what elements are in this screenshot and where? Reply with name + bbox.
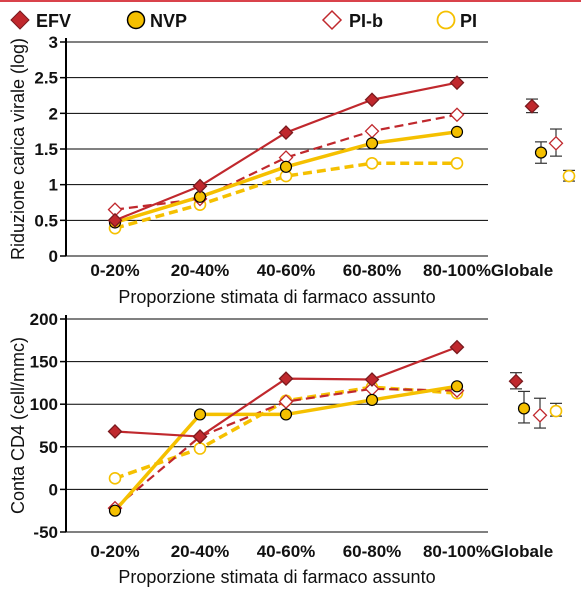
y-axis-title: Riduzione carica virale (log)	[8, 38, 28, 260]
y-tick-label: 50	[39, 438, 58, 457]
x-tick-label: 40-60%	[257, 261, 316, 280]
legend-item-pib: PI-b	[321, 9, 383, 31]
data-point-nvp	[365, 393, 379, 407]
y-tick-label: 0	[49, 247, 58, 266]
legend-label-efv: EFV	[36, 11, 71, 31]
data-point-efv	[364, 92, 380, 108]
chart-viral-load: 0 0.5 1 1.5 2 2.5 3 Riduzione carica virale (lo…	[8, 33, 576, 307]
series-line-efv	[114, 346, 458, 438]
data-point-pi-b	[449, 107, 465, 123]
legend-item-pi: PI	[436, 10, 477, 31]
data-point-efv	[449, 75, 465, 91]
legend-marker-efv	[10, 10, 30, 30]
series-line-pi	[114, 161, 457, 230]
data-point-pi	[450, 156, 464, 170]
x-tick-label: 20-40%	[171, 542, 230, 561]
y-tick-label: 3	[49, 33, 58, 52]
y-tick-label: 200	[30, 310, 58, 329]
data-point-nvp	[450, 380, 464, 393]
legend-label-pi: PI	[460, 11, 477, 31]
legend-item-nvp: NVP	[126, 10, 187, 31]
overall-point-pi	[562, 169, 576, 183]
data-point-efv	[278, 125, 294, 141]
y-tick-label: 2.5	[34, 69, 58, 88]
x-tick-label: 80-100%	[423, 542, 491, 561]
overall-label: Globale	[491, 261, 553, 280]
data-point-pi	[193, 442, 207, 455]
overall-point-pi-b	[548, 135, 564, 151]
overall-point-pi-b	[532, 407, 548, 423]
x-tick-label: 20-40%	[171, 261, 230, 280]
legend-marker-pib	[321, 9, 343, 31]
series-line-pi-b	[114, 113, 458, 211]
data-point-efv	[364, 372, 380, 387]
y-tick-label: -50	[33, 523, 58, 542]
y-tick-label: 1	[49, 176, 58, 195]
data-point-efv	[192, 178, 208, 194]
y-tick-label: 0.5	[34, 211, 58, 230]
data-point-efv	[278, 371, 294, 387]
legend-marker-pi	[436, 10, 456, 30]
x-tick-label: 80-100%	[423, 261, 491, 280]
overall-label: Globale	[491, 542, 553, 561]
data-point-pi	[108, 472, 122, 485]
data-point-nvp	[193, 408, 207, 421]
data-point-pi-b	[364, 123, 380, 139]
data-point-nvp	[108, 504, 122, 517]
data-point-pi	[365, 156, 379, 170]
x-axis-title: Proporzione stimata di farmaco assunto	[118, 567, 435, 587]
y-axis-title: Conta CD4 (cell/mmc)	[8, 337, 28, 514]
legend-marker-nvp	[126, 10, 146, 30]
legend-label-nvp: NVP	[150, 11, 187, 31]
y-tick-label: 0	[49, 480, 58, 499]
overall-point-nvp	[534, 146, 548, 159]
y-tick-label: 1.5	[34, 140, 58, 159]
data-point-efv	[107, 424, 123, 439]
data-point-nvp	[279, 408, 293, 421]
data-point-pi-b	[278, 394, 294, 410]
data-point-efv	[449, 339, 465, 355]
data-point-nvp	[450, 125, 464, 138]
overall-point-nvp	[517, 402, 531, 415]
x-tick-label: 40-60%	[257, 542, 316, 561]
x-tick-label: 60-80%	[343, 261, 402, 280]
y-tick-label: 150	[30, 353, 58, 372]
y-tick-label: 100	[30, 395, 58, 414]
legend-label-pib: PI-b	[349, 11, 383, 31]
overall-point-efv	[524, 98, 540, 114]
data-point-nvp	[279, 160, 293, 173]
legend: EFV NVP PI-b PI	[10, 9, 477, 31]
overall-point-efv	[508, 373, 524, 389]
overall-point-pi	[549, 404, 563, 418]
x-tick-label: 0-20%	[90, 542, 139, 561]
x-axis-title: Proporzione stimata di farmaco assunto	[118, 287, 435, 307]
data-point-efv	[192, 429, 208, 444]
data-point-pi-b	[107, 202, 123, 218]
legend-item-efv: EFV	[10, 10, 71, 31]
data-point-efv	[107, 212, 123, 228]
x-tick-label: 0-20%	[90, 261, 139, 280]
data-point-nvp	[365, 137, 379, 150]
x-tick-label: 60-80%	[343, 542, 402, 561]
y-tick-label: 2	[49, 104, 58, 123]
